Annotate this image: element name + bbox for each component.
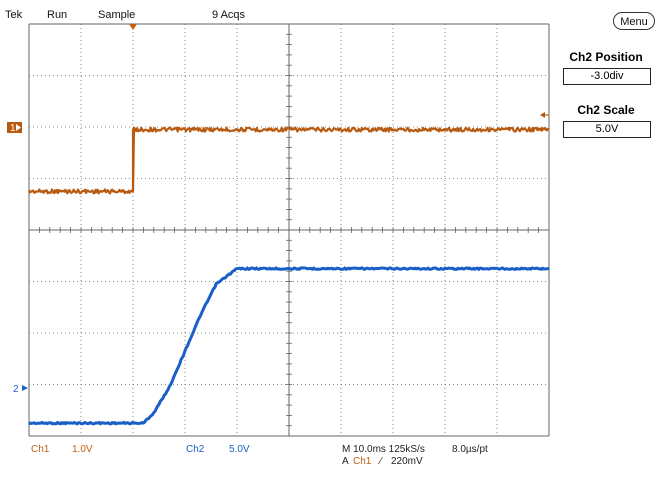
brand-label: Tek [5, 9, 23, 21]
ch2-marker-label: 2 [13, 384, 19, 395]
ch2-scale-value[interactable]: 5.0V [563, 121, 651, 138]
trigger-source-readout: Ch1 [353, 456, 372, 467]
trigger-level-arrow-icon [540, 112, 545, 118]
ch1-marker-label: 1 [10, 123, 16, 134]
ch1-readout-label: Ch1 [31, 444, 50, 455]
trigger-slope-icon: ∕ [380, 456, 382, 467]
ch1-scale-readout: 1.0V [72, 444, 93, 455]
run-state-indicator[interactable]: Run [47, 9, 68, 21]
trigger-level-readout: 220mV [391, 456, 423, 467]
ch2-ground-marker[interactable]: 2 [13, 384, 28, 395]
timebase-readout: M 10.0ms 125kS/s [342, 444, 425, 455]
ch2-position-value[interactable]: -3.0div [563, 68, 651, 85]
menu-button[interactable]: Menu [613, 12, 655, 30]
ch2-scale-readout: 5.0V [229, 444, 250, 455]
acquisition-count-label: 9 Acqs [212, 9, 246, 21]
trigger-position-marker-icon [129, 24, 137, 30]
trigger-prefix: A [342, 456, 349, 467]
ch2-waveform [28, 266, 550, 426]
ch2-readout-label: Ch2 [186, 444, 205, 455]
ch2-position-label: Ch2 Position [569, 50, 643, 64]
ch1-ground-marker[interactable]: 1 [7, 122, 22, 134]
sample-interval-readout: 8.0µs/pt [452, 444, 488, 455]
ch1-waveform [27, 126, 549, 195]
graticule-grid [28, 23, 550, 437]
ch2-scale-label: Ch2 Scale [577, 103, 635, 117]
acquisition-mode-label: Sample [98, 9, 136, 21]
